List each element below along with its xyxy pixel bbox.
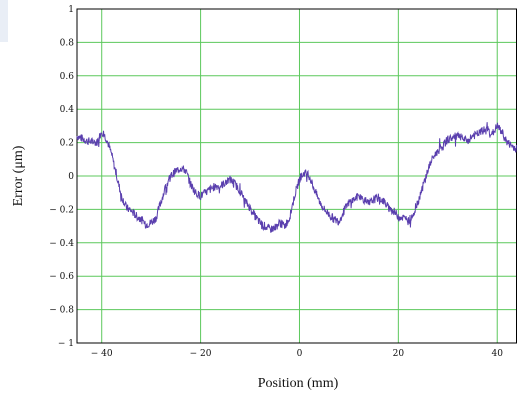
y-tick-label: 0.8	[60, 38, 75, 48]
y-tick-label: − 0.6	[49, 272, 74, 282]
y-tick-label: 0.2	[60, 139, 74, 149]
x-tick-labels: − 40 − 20 0 20 40	[91, 349, 503, 359]
x-tick-label: 20	[393, 349, 405, 359]
y-tick-label: 1	[68, 5, 74, 15]
corner-tab	[0, 0, 8, 42]
error-series-line	[76, 122, 517, 233]
grid	[77, 8, 517, 344]
x-tick-label: 40	[491, 349, 503, 359]
x-tick-label: 0	[297, 349, 303, 359]
y-tick-label: − 0.4	[49, 239, 74, 249]
y-axis-label: Error (μm)	[11, 145, 26, 206]
y-tick-label: − 0.2	[49, 205, 74, 215]
y-tick-label: 0.4	[60, 105, 75, 115]
y-tick-label: 0.6	[60, 72, 75, 82]
y-tick-label: 0	[68, 172, 74, 182]
x-tick-label: − 40	[91, 349, 113, 359]
y-tick-label: − 1	[58, 339, 74, 349]
x-axis-label: Position (mm)	[258, 376, 339, 391]
y-tick-label: − 0.8	[49, 306, 74, 316]
x-tick-label: − 20	[190, 349, 212, 359]
y-tick-labels: 1 0.8 0.6 0.4 0.2 0 − 0.2 − 0.4 − 0.6 − 0.8 − 1	[49, 5, 74, 349]
